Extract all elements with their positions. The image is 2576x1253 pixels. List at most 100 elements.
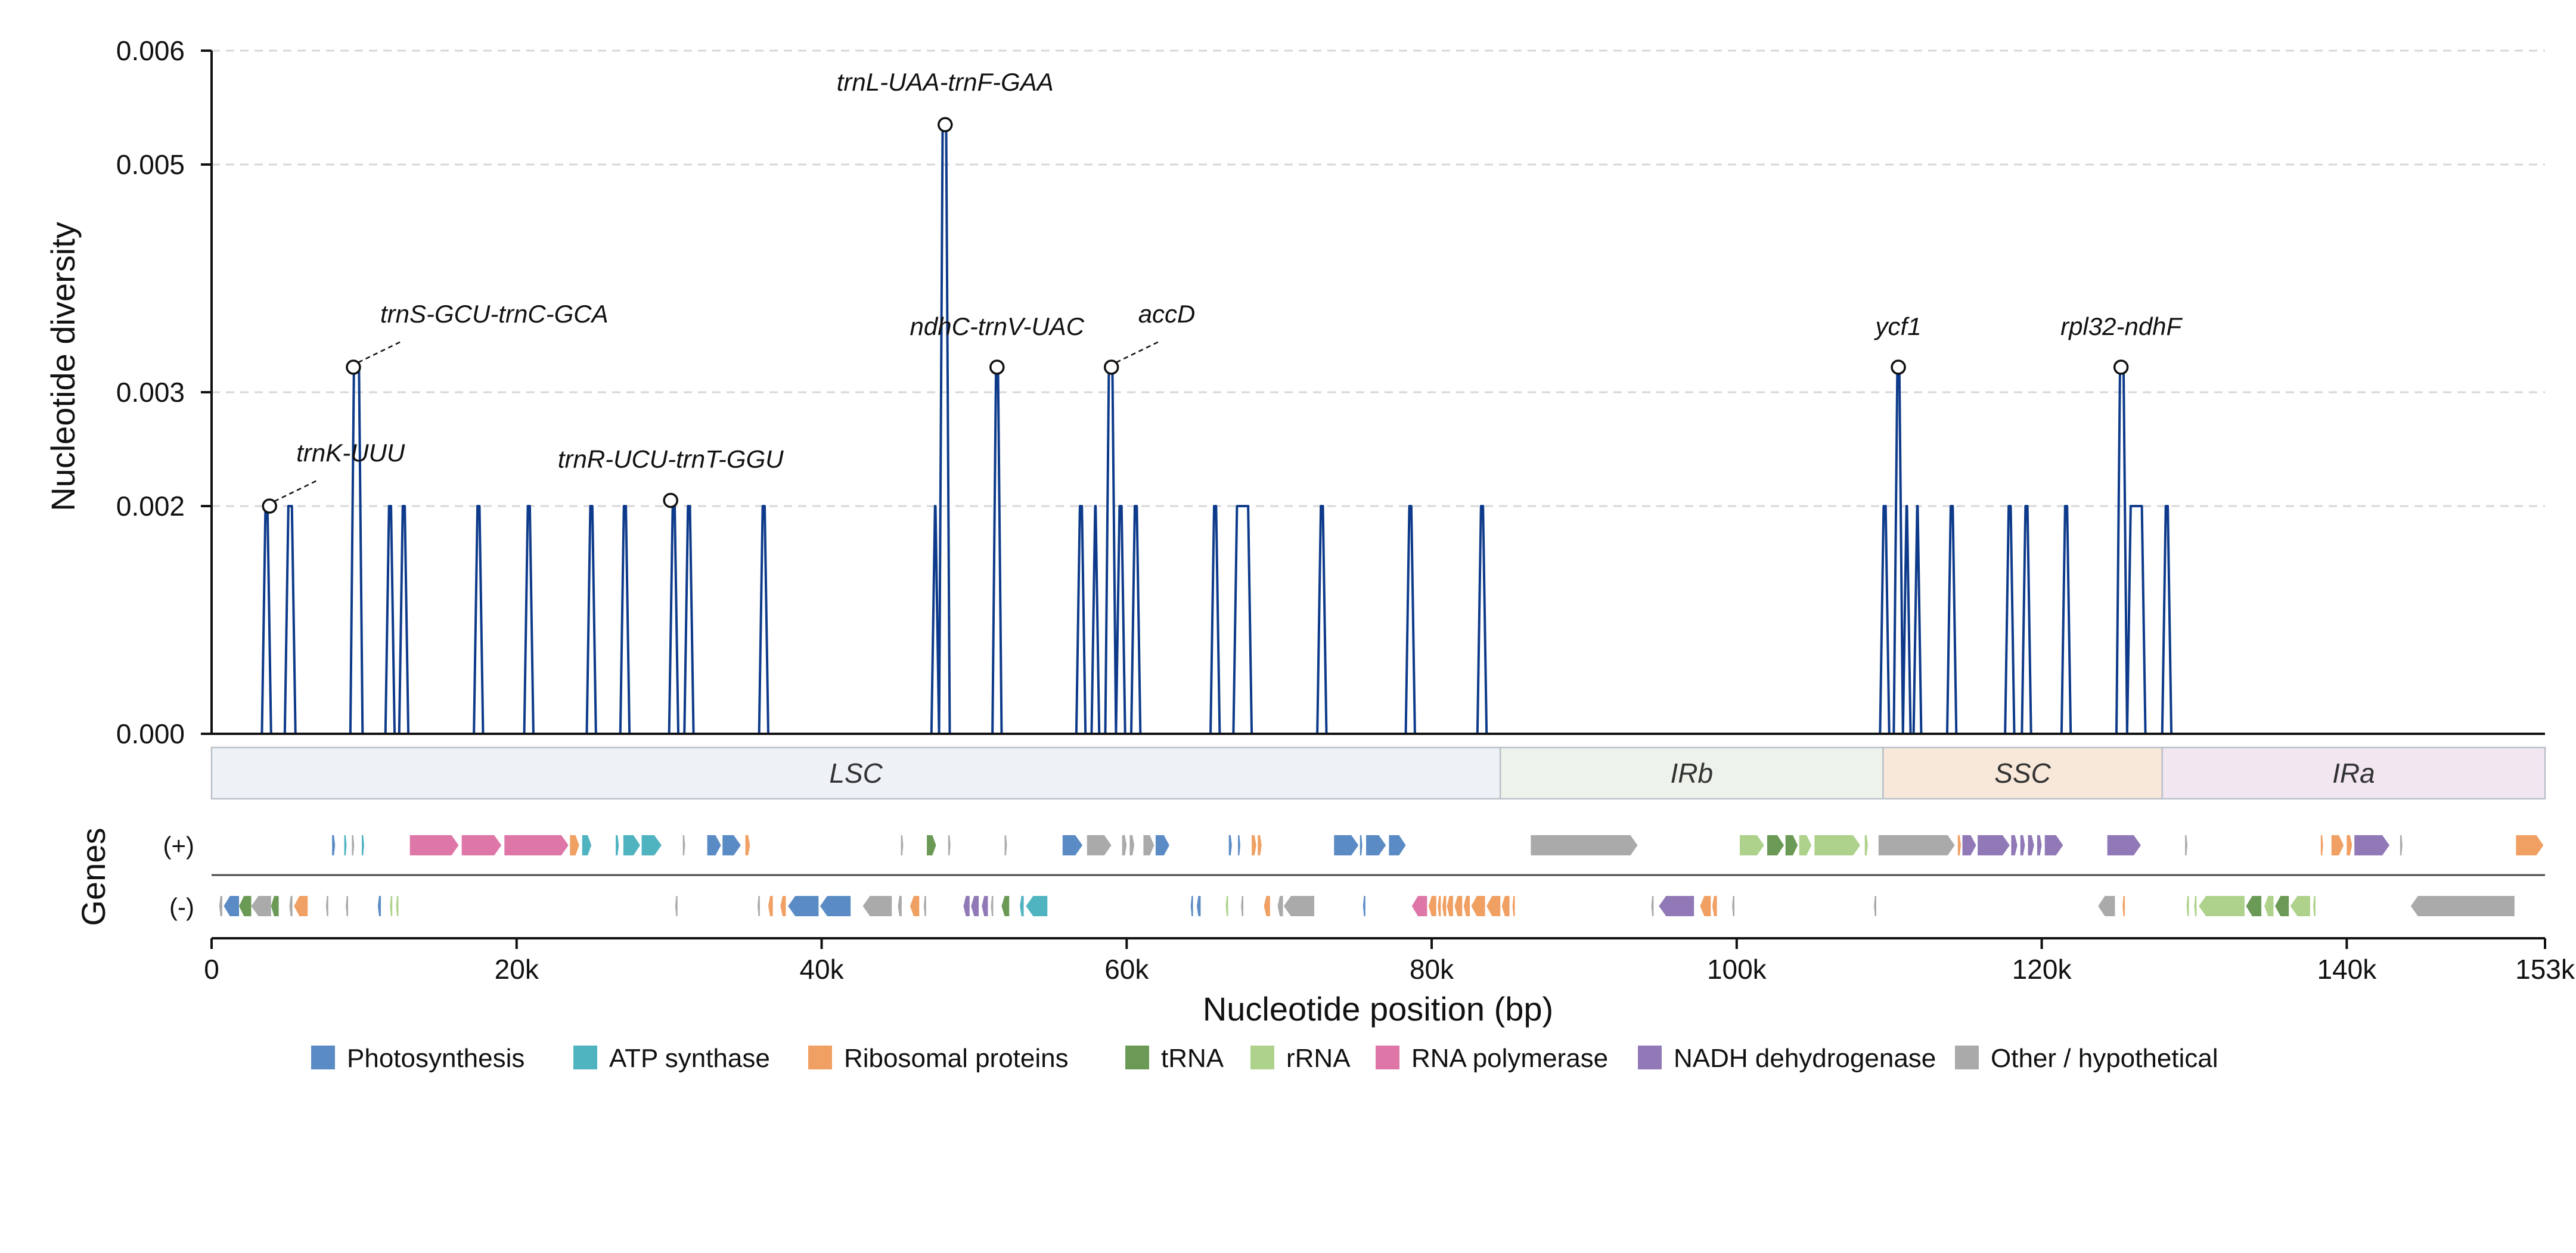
minus-gene-61 bbox=[2275, 896, 2289, 916]
annotation-label-1: trnS-GCU-trnC-GCA bbox=[380, 300, 609, 328]
plus-gene-1 bbox=[344, 835, 347, 855]
y-tick-label-1: 0.002 bbox=[116, 491, 185, 522]
plus-gene-48 bbox=[2037, 835, 2042, 855]
region-label-2: SSC bbox=[1994, 758, 2051, 789]
minus-gene-31 bbox=[1225, 896, 1228, 916]
plus-gene-37 bbox=[1785, 835, 1798, 855]
plus-gene-16 bbox=[901, 835, 904, 855]
minus-gene-19 bbox=[898, 896, 902, 916]
annotation-label-3: trnL-UAA-trnF-GAA bbox=[837, 68, 1054, 96]
x-axis-title: Nucleotide position (bp) bbox=[1203, 990, 1553, 1028]
legend-swatch-5 bbox=[1376, 1046, 1399, 1069]
legend-label-4: rRNA bbox=[1286, 1044, 1351, 1073]
minus-gene-38 bbox=[1428, 896, 1436, 916]
plus-gene-51 bbox=[2185, 835, 2187, 855]
plus-gene-33 bbox=[1389, 835, 1406, 855]
plus-gene-23 bbox=[1129, 835, 1135, 855]
plus-gene-41 bbox=[1878, 835, 1955, 855]
plus-gene-15 bbox=[745, 835, 750, 855]
minus-gene-5 bbox=[289, 896, 293, 916]
plus-gene-25 bbox=[1155, 835, 1169, 855]
annotation-label-0: trnK-UUU bbox=[296, 439, 405, 467]
plus-gene-44 bbox=[1978, 835, 2010, 855]
minus-gene-17 bbox=[820, 896, 851, 916]
minus-gene-60 bbox=[2264, 896, 2274, 916]
minus-gene-6 bbox=[294, 896, 308, 916]
annotation-leader-5 bbox=[1116, 340, 1160, 364]
plus-gene-52 bbox=[2320, 835, 2323, 855]
minus-gene-25 bbox=[991, 896, 994, 916]
minus-gene-1 bbox=[224, 896, 240, 916]
minus-gene-40 bbox=[1442, 896, 1447, 916]
minus-gene-51 bbox=[1712, 896, 1717, 916]
plus-gene-46 bbox=[2020, 835, 2025, 855]
minus-gene-56 bbox=[2186, 896, 2189, 916]
legend-swatch-1 bbox=[573, 1046, 597, 1069]
plus-gene-57 bbox=[2516, 835, 2544, 855]
minus-gene-64 bbox=[2410, 896, 2515, 916]
peak-markers bbox=[262, 117, 2129, 514]
minus-gene-8 bbox=[346, 896, 349, 916]
plus-gene-26 bbox=[1228, 835, 1232, 855]
legend-label-5: RNA polymerase bbox=[1411, 1044, 1608, 1073]
plus-gene-42 bbox=[1957, 835, 1961, 855]
x-tick-label-6: 120k bbox=[2012, 954, 2072, 985]
plus-gene-27 bbox=[1238, 835, 1240, 855]
minus-gene-2 bbox=[239, 896, 252, 916]
plus-gene-55 bbox=[2354, 835, 2389, 855]
plus-gene-14 bbox=[722, 835, 741, 855]
peak-annotations: trnK-UUU trnS-GCU-trnC-GCA trnR-UCU-trnT-G… bbox=[274, 68, 2183, 503]
peak-marker-0 bbox=[262, 498, 277, 514]
strand-label-minus: (-) bbox=[169, 893, 194, 921]
minus-gene-52 bbox=[1732, 896, 1734, 916]
minus-gene-57 bbox=[2194, 896, 2197, 916]
minus-gene-9 bbox=[377, 896, 381, 916]
minus-gene-0 bbox=[219, 896, 222, 916]
minus-gene-63 bbox=[2313, 896, 2316, 916]
annotation-label-2: trnR-UCU-trnT-GGU bbox=[558, 445, 784, 473]
minus-gene-4 bbox=[271, 896, 279, 916]
minus-gene-29 bbox=[1190, 896, 1193, 916]
plus-gene-54 bbox=[2347, 835, 2352, 855]
minus-gene-20 bbox=[910, 896, 920, 916]
region-box-0 bbox=[210, 746, 1501, 800]
y-axis-title: Nucleotide diversity bbox=[44, 222, 82, 511]
annotation-leader-0 bbox=[274, 479, 318, 503]
plus-gene-13 bbox=[707, 835, 721, 855]
x-tick-label-5: 100k bbox=[1707, 954, 1767, 985]
x-tick-label-4: 80k bbox=[1410, 954, 1454, 985]
plus-gene-24 bbox=[1143, 835, 1154, 855]
genes-axis-title: Genes bbox=[75, 828, 112, 926]
minus-gene-12 bbox=[675, 896, 678, 916]
minus-gene-36 bbox=[1363, 896, 1365, 916]
plus-gene-40 bbox=[1864, 835, 1868, 855]
plus-gene-3 bbox=[362, 835, 364, 855]
plus-gene-11 bbox=[641, 835, 662, 855]
legend-label-3: tRNA bbox=[1161, 1044, 1224, 1073]
minus-gene-44 bbox=[1471, 896, 1485, 916]
legend-label-1: ATP synthase bbox=[609, 1044, 770, 1073]
minus-gene-27 bbox=[1020, 896, 1024, 916]
annotation-label-5: accD bbox=[1138, 300, 1196, 328]
minus-gene-37 bbox=[1411, 896, 1427, 916]
region-label-3: IRa bbox=[2332, 758, 2375, 789]
strand-label-plus: (+) bbox=[163, 832, 195, 860]
plus-gene-35 bbox=[1739, 835, 1764, 855]
plus-gene-31 bbox=[1360, 835, 1363, 855]
minus-gene-13 bbox=[758, 896, 760, 916]
x-axis: 0 20k 40k 60k 80k 100k 120k 140k 153k bbox=[204, 937, 2575, 985]
plus-gene-53 bbox=[2331, 835, 2344, 855]
plus-gene-29 bbox=[1258, 835, 1262, 855]
peak-marker-2 bbox=[663, 492, 678, 508]
plus-gene-4 bbox=[409, 835, 459, 855]
plus-gene-43 bbox=[1962, 835, 1976, 855]
minus-gene-54 bbox=[2098, 896, 2115, 916]
annotation-label-4: ndhC-trnV-UAC bbox=[910, 312, 1085, 340]
plus-gene-47 bbox=[2028, 835, 2034, 855]
legend-swatch-7 bbox=[1955, 1046, 1979, 1069]
minus-gene-26 bbox=[1001, 896, 1010, 916]
minus-gene-50 bbox=[1700, 896, 1711, 916]
legend-swatch-3 bbox=[1125, 1046, 1149, 1069]
region-label-0: LSC bbox=[829, 758, 883, 789]
legend-label-0: Photosynthesis bbox=[347, 1044, 524, 1073]
